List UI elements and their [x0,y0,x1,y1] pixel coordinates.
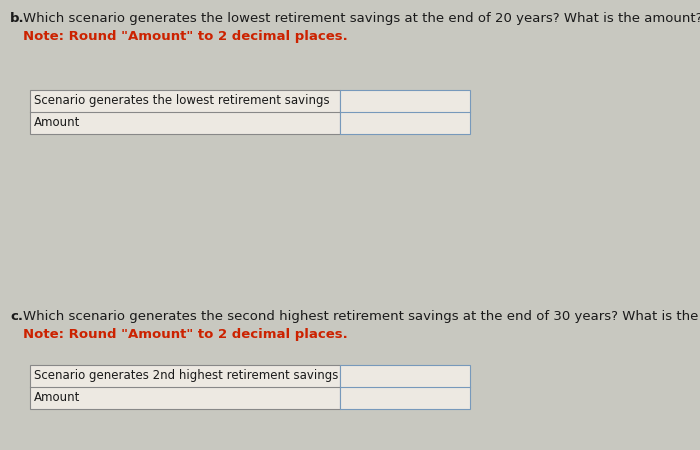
Bar [30,365,340,409]
Bar [340,365,470,409]
Bar [340,90,470,134]
Text: c.: c. [10,310,23,323]
Text: Amount: Amount [34,391,80,404]
Text: Scenario generates 2nd highest retirement savings: Scenario generates 2nd highest retiremen… [34,369,338,382]
Bar [30,90,340,134]
Text: Note: Round "Amount" to 2 decimal places.: Note: Round "Amount" to 2 decimal places… [23,30,348,43]
Text: Which scenario generates the second highest retirement savings at the end of 30 : Which scenario generates the second high… [23,310,700,323]
Text: Note: Round "Amount" to 2 decimal places.: Note: Round "Amount" to 2 decimal places… [23,328,348,341]
Text: Which scenario generates the lowest retirement savings at the end of 20 years? W: Which scenario generates the lowest reti… [23,12,700,25]
Text: b.: b. [10,12,25,25]
Text: Scenario generates the lowest retirement savings: Scenario generates the lowest retirement… [34,94,330,107]
Text: Amount: Amount [34,116,80,129]
